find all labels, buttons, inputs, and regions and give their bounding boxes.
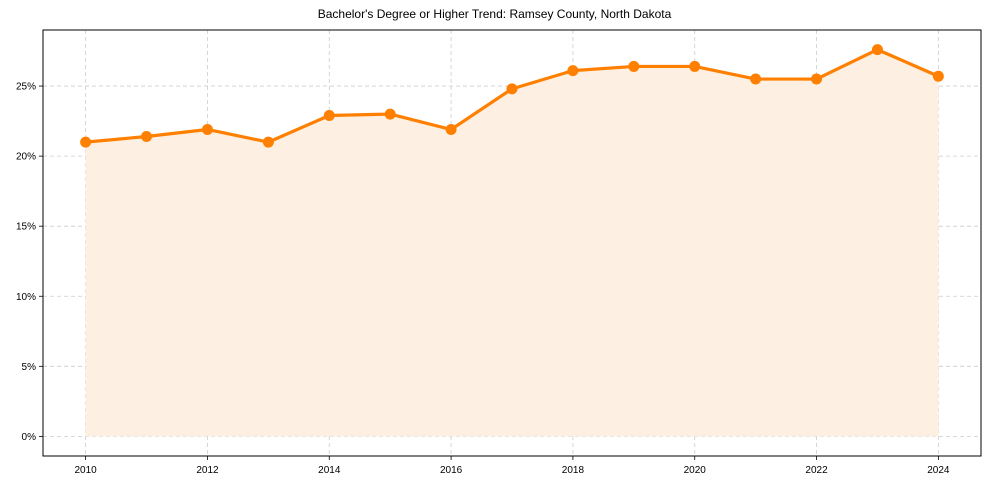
x-axis: 2010 2012 2014 2016 2018 2020 2022 2024 — [75, 456, 950, 476]
x-tick-label: 2024 — [927, 465, 950, 476]
x-tick-label: 2022 — [805, 465, 828, 476]
y-tick-label: 10% — [16, 292, 36, 303]
y-tick-label: 25% — [16, 82, 36, 93]
data-point-marker — [323, 109, 335, 121]
x-tick-label: 2010 — [75, 465, 98, 476]
data-point-marker — [262, 136, 274, 148]
y-tick-label: 0% — [22, 432, 37, 443]
data-point-marker — [750, 73, 762, 85]
y-tick-label: 20% — [16, 152, 36, 163]
plot-frame — [42, 29, 982, 457]
area-fill — [85, 49, 939, 437]
data-point-marker — [445, 123, 457, 135]
data-point-marker — [506, 83, 518, 95]
x-tick-label: 2012 — [196, 465, 219, 476]
x-tick-label: 2016 — [440, 465, 463, 476]
x-tick-label: 2014 — [318, 465, 341, 476]
x-tick-label: 2018 — [562, 465, 585, 476]
data-point-marker — [384, 108, 396, 120]
data-point-marker — [689, 60, 701, 72]
y-tick-label: 5% — [22, 362, 37, 373]
data-point-marker — [80, 136, 92, 148]
data-point-marker — [567, 65, 579, 77]
y-axis: 0% 5% 10% 15% 20% 25% — [16, 82, 43, 443]
chart-title: Bachelor's Degree or Higher Trend: Ramse… — [317, 7, 672, 21]
data-point-marker — [141, 131, 153, 142]
data-point-marker — [628, 60, 640, 72]
area-fill-path — [85, 49, 939, 437]
data-point-marker — [811, 73, 823, 85]
data-point-marker — [932, 70, 944, 82]
data-points — [80, 44, 944, 148]
data-point-marker — [871, 44, 883, 56]
x-tick-label: 2020 — [684, 465, 707, 476]
data-point-marker — [201, 123, 213, 135]
y-tick-label: 15% — [16, 222, 36, 233]
